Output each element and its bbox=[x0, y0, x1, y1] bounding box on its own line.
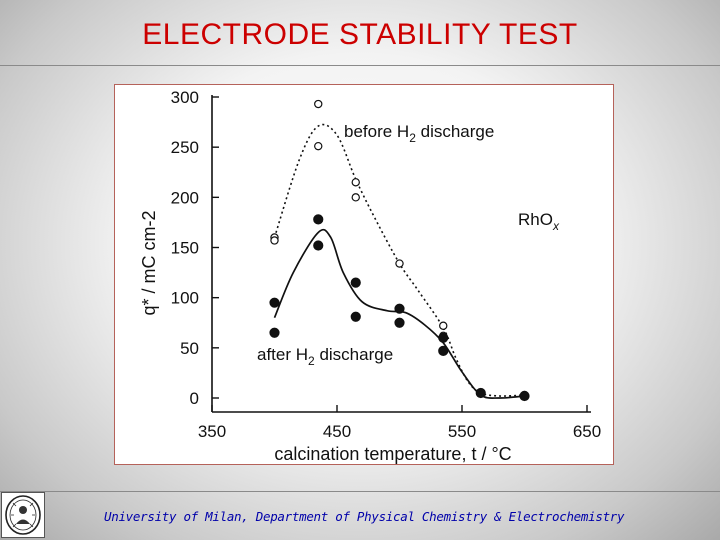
point-after bbox=[394, 303, 405, 314]
point-after bbox=[475, 387, 486, 399]
annotation-material: RhOx bbox=[518, 210, 560, 233]
x-axis-label: calcination temperature, t / °C bbox=[274, 444, 511, 464]
university-seal-icon bbox=[5, 495, 41, 535]
point-after bbox=[269, 327, 280, 338]
y-tick-label: 100 bbox=[171, 289, 199, 308]
footer-institution: University of Milan, Department of Physi… bbox=[104, 509, 625, 524]
point-after bbox=[519, 390, 530, 402]
y-axis-label: q* / mC cm-2 bbox=[139, 210, 159, 315]
slide-title: ELECTRODE STABILITY TEST bbox=[142, 18, 578, 51]
point-after bbox=[313, 240, 324, 251]
annotation-after-main: after H bbox=[257, 345, 308, 364]
y-tick-label: 0 bbox=[190, 389, 199, 408]
chart-svg: 0 50 100 150 200 250 300 350 450 550 650 calcinati… bbox=[139, 88, 602, 464]
annotation-after-sub: 2 bbox=[308, 354, 315, 368]
annotation-before-sub: 2 bbox=[409, 131, 416, 145]
fit-line-after bbox=[273, 228, 525, 399]
point-after bbox=[438, 332, 449, 343]
point-before bbox=[439, 321, 448, 330]
y-tick-label: 200 bbox=[171, 188, 199, 207]
chart-points bbox=[269, 99, 530, 402]
fit-line-before bbox=[273, 123, 525, 397]
chart-panel: 0 50 100 150 200 250 300 350 450 550 650 calcinati… bbox=[114, 84, 614, 465]
annotation-before-discharge: before H2 discharge bbox=[344, 122, 494, 145]
point-after bbox=[269, 297, 280, 308]
chart-ticks: 0 50 100 150 200 250 300 350 450 550 650 bbox=[171, 88, 602, 441]
point-after bbox=[313, 214, 324, 225]
y-tick-label: 250 bbox=[171, 138, 199, 157]
x-tick-label: 350 bbox=[198, 422, 226, 441]
point-after bbox=[438, 345, 449, 356]
point-before bbox=[314, 141, 323, 151]
point-after bbox=[394, 317, 405, 328]
annotation-before-main: before H bbox=[344, 122, 409, 141]
x-tick-label: 550 bbox=[448, 422, 476, 441]
point-after bbox=[350, 277, 361, 288]
point-before bbox=[270, 236, 279, 245]
annotation-material-main: RhO bbox=[518, 210, 553, 229]
point-before bbox=[351, 193, 360, 202]
x-tick-label: 450 bbox=[323, 422, 351, 441]
point-before bbox=[351, 178, 360, 187]
y-tick-label: 300 bbox=[171, 88, 199, 107]
y-tick-label: 150 bbox=[171, 239, 199, 258]
x-tick-label: 650 bbox=[573, 422, 601, 441]
y-tick-label: 50 bbox=[180, 339, 199, 358]
annotation-after-discharge: after H2 discharge bbox=[257, 345, 393, 368]
footer-divider bbox=[0, 491, 720, 492]
point-before bbox=[314, 99, 323, 109]
university-logo bbox=[1, 492, 45, 538]
point-after bbox=[350, 311, 361, 322]
annotation-after-tail: discharge bbox=[315, 345, 393, 364]
annotation-material-sub: x bbox=[552, 219, 560, 233]
title-divider bbox=[0, 65, 720, 66]
chart-axes bbox=[211, 95, 591, 413]
point-before bbox=[395, 259, 404, 268]
annotation-before-tail: discharge bbox=[416, 122, 494, 141]
